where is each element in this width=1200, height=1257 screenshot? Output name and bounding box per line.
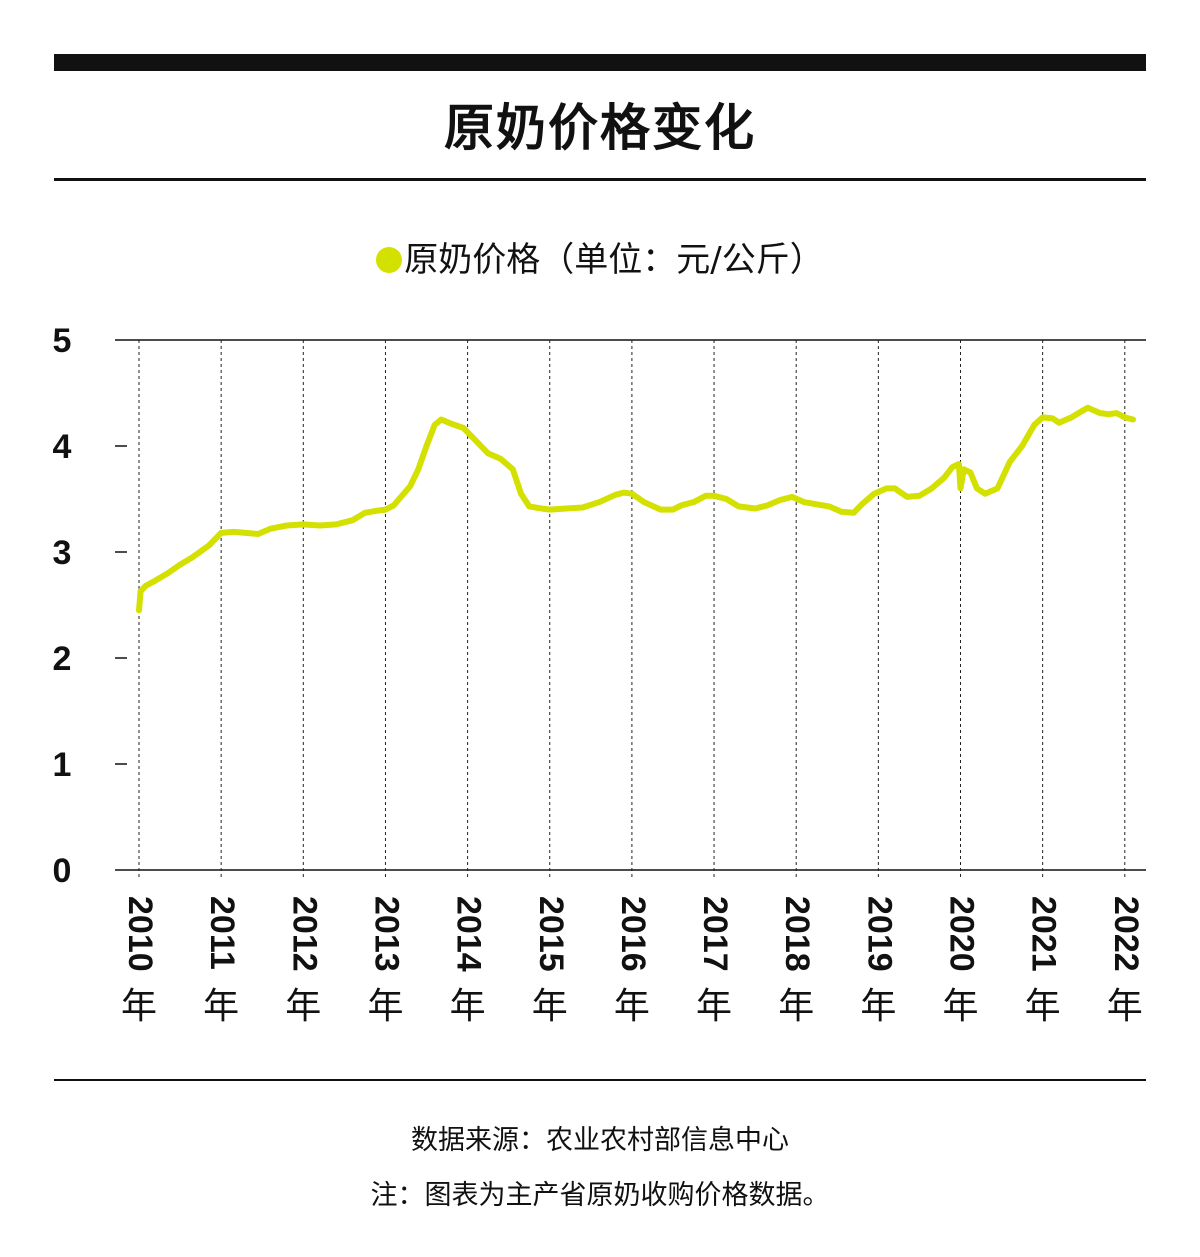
x-tick-label: 2016 — [614, 896, 652, 972]
x-tick-label: 2013 — [367, 896, 405, 972]
x-tick-label-unit: 年 — [285, 986, 321, 1027]
y-tick-label: 3 — [53, 534, 72, 572]
footer-divider — [54, 1079, 1146, 1081]
source-text: 数据来源：农业农村部信息中心 — [411, 1125, 789, 1156]
x-tick-label: 2019 — [860, 896, 898, 972]
x-tick-label: 2017 — [696, 896, 734, 972]
y-tick-label: 0 — [53, 852, 72, 890]
y-tick-label: 5 — [53, 322, 72, 360]
x-tick-label: 2022 — [1107, 896, 1145, 972]
title-divider — [54, 178, 1146, 181]
x-tick-label: 2021 — [1025, 896, 1063, 972]
legend: 原奶价格（单位：元/公斤） — [0, 232, 1200, 281]
x-tick-label: 2015 — [532, 896, 570, 972]
x-tick-label-unit: 年 — [860, 986, 896, 1027]
legend-label: 原奶价格（单位：元/公斤） — [404, 240, 824, 280]
x-tick-label-unit: 年 — [696, 986, 732, 1027]
x-tick-label: 2012 — [285, 896, 323, 972]
y-tick-label: 4 — [53, 428, 72, 466]
x-tick-label: 2010 — [121, 896, 159, 972]
chart-title: 原奶价格变化 — [444, 99, 756, 157]
x-tick-label: 2020 — [943, 896, 981, 972]
x-tick-label-unit: 年 — [203, 986, 239, 1027]
x-tick-label: 2018 — [778, 896, 816, 972]
x-tick-label-unit: 年 — [614, 986, 650, 1027]
x-tick-label-unit: 年 — [532, 986, 568, 1027]
legend-marker — [376, 247, 403, 273]
series-line-0 — [136, 404, 1136, 614]
note-text: 注：图表为主产省原奶收购价格数据。 — [370, 1180, 830, 1211]
x-tick-label-unit: 年 — [1025, 986, 1061, 1027]
top-bar — [54, 54, 1146, 71]
x-tick-label-unit: 年 — [450, 986, 486, 1027]
x-tick-label-unit: 年 — [1107, 986, 1143, 1027]
x-tick-label-unit: 年 — [367, 986, 403, 1027]
x-tick-label-unit: 年 — [121, 986, 157, 1027]
y-tick-label: 2 — [53, 640, 72, 678]
y-tick-label: 1 — [53, 746, 72, 784]
x-tick-label-unit: 年 — [778, 986, 814, 1027]
x-tick-label: 2011 — [203, 896, 241, 970]
x-tick-label-unit: 年 — [942, 986, 978, 1027]
x-tick-label: 2014 — [450, 896, 488, 972]
